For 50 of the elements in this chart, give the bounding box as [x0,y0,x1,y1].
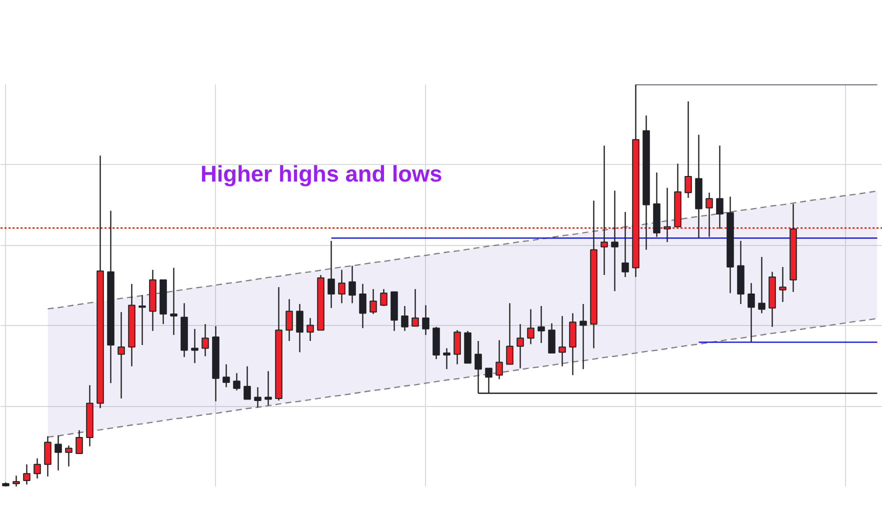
candlestick [328,240,335,309]
candlestick [443,348,450,370]
candlestick [34,458,41,480]
candlestick [202,323,209,357]
candlestick [23,464,30,486]
candlestick [76,430,83,454]
candlestick [138,294,146,346]
candlestick [370,288,377,315]
candlestick [12,475,20,486]
candlestick [54,434,62,472]
candlestick [748,282,755,343]
candlestick [306,317,314,342]
candlestick [600,145,608,276]
candlestick [254,386,262,408]
candlestick [516,323,524,369]
candlestick [506,302,514,365]
candlestick [684,100,692,198]
candlestick [44,436,52,478]
candlestick [233,372,240,392]
candlestick [496,340,503,380]
candlestick [296,303,304,353]
candlestick [191,328,198,364]
candlestick [222,364,230,388]
candlestick [622,211,629,278]
candlestick [380,288,388,307]
candlestick [264,370,272,406]
annotation: Higher highs and lows [200,160,442,186]
candlestick [118,311,125,400]
candlestick [716,145,724,230]
candlestick [338,269,346,304]
candlestick [538,305,545,344]
candlestick [412,288,419,327]
candlestick [758,256,766,314]
candlestick [779,266,786,303]
candlestick [244,366,251,400]
candlestick [580,303,587,370]
candlestick [401,305,408,332]
candlestick [664,187,671,243]
candlestick [65,444,72,467]
candlestick [170,267,178,336]
candlestick [558,315,566,367]
candlestick [359,283,366,329]
candlestick [348,265,356,304]
candlestick [527,308,534,345]
candlestick [454,330,461,365]
candlestick [286,298,293,342]
candlestick [611,190,618,292]
candlestick [422,304,430,336]
candlestick [548,322,556,354]
candlestick [706,192,713,238]
